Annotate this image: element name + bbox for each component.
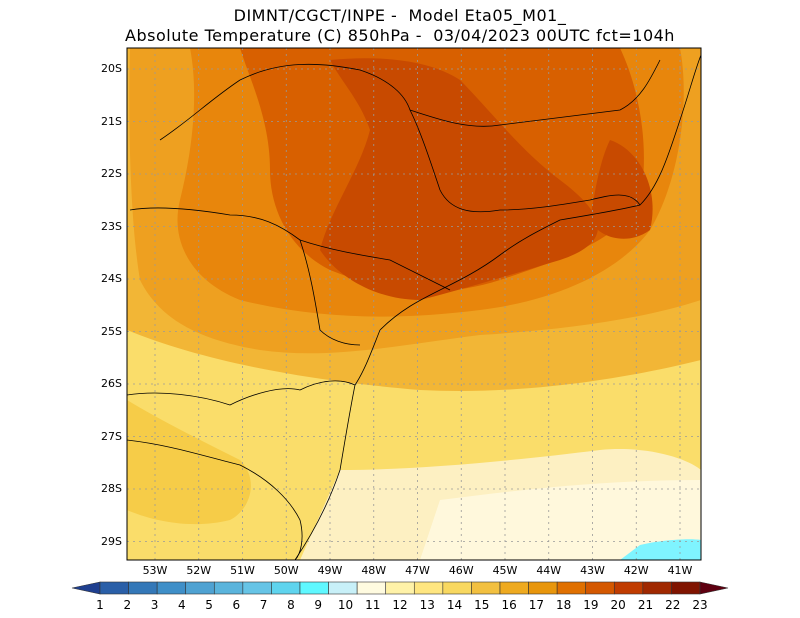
colorbar-swatch xyxy=(471,581,501,595)
lat-tick-label: 27S xyxy=(101,429,122,443)
lat-tick-label: 24S xyxy=(101,272,122,285)
colorbar-tick-label: 12 xyxy=(392,598,408,612)
colorbar-tick-label: 9 xyxy=(314,598,322,612)
colorbar-tick-label: 16 xyxy=(501,598,517,612)
colorbar-tick-label: 14 xyxy=(446,598,463,612)
lat-tick-label: 22S xyxy=(101,167,122,180)
temperature-field xyxy=(127,48,701,560)
lon-tick-label: 47W xyxy=(405,564,430,577)
lon-tick-label: 45W xyxy=(492,564,518,577)
field-band-hot xyxy=(320,58,598,301)
colorbar-swatch xyxy=(213,581,244,595)
field-band-cyan xyxy=(620,539,701,560)
lat-tick-label: 25S xyxy=(101,324,122,338)
colorbar-swatch xyxy=(642,581,672,595)
colorbar-tick-label: 11 xyxy=(365,598,381,612)
colorbar-tick-label: 13 xyxy=(419,598,435,612)
colorbar-swatch xyxy=(271,581,301,595)
colorbar-tick-label: 20 xyxy=(610,598,626,612)
colorbar-swatch xyxy=(185,581,215,595)
colorbar-tick-label: 22 xyxy=(665,598,681,612)
colorbar-arrow-high xyxy=(699,581,729,595)
field-band-hot-east xyxy=(590,140,653,239)
colorbar-swatch xyxy=(156,581,187,595)
colorbar-swatch xyxy=(128,581,158,595)
colorbar-tick-label: 3 xyxy=(150,598,159,612)
colorbar-swatch xyxy=(413,581,444,595)
colorbar-swatch xyxy=(356,581,387,595)
field-band-lighter xyxy=(420,480,701,560)
lon-tick-label: 50W xyxy=(273,564,299,577)
colorbar-tick-label: 21 xyxy=(637,598,654,612)
colorbar xyxy=(71,581,729,595)
colorbar-swatch xyxy=(499,581,529,595)
colorbar-swatch xyxy=(385,581,415,595)
lat-tick-label: 23S xyxy=(101,219,122,233)
map-frame xyxy=(126,47,702,561)
colorbar-tick-label: 18 xyxy=(555,598,572,612)
lat-tick-label: 26S xyxy=(101,377,122,390)
colorbar-arrow-low xyxy=(71,581,101,595)
lon-tick-label: 52W xyxy=(186,564,212,577)
lon-tick-label: 48W xyxy=(361,564,387,577)
colorbar-tick-label: 8 xyxy=(287,598,295,612)
colorbar-tick-label: 2 xyxy=(123,598,132,612)
lon-tick-label: 41W xyxy=(667,564,693,577)
lat-tick-label: 20S xyxy=(101,62,122,75)
map-title-line2: Absolute Temperature (C) 850hPa - 03/04/… xyxy=(125,26,675,45)
colorbar-swatch xyxy=(328,581,358,595)
coastline-and-borders xyxy=(127,54,701,560)
colorbar-tick-label: 17 xyxy=(528,598,544,612)
lon-tick-label: 43W xyxy=(580,564,605,577)
colorbar-tick-label: 4 xyxy=(177,598,186,612)
colorbar-tick-label: 23 xyxy=(692,598,708,612)
lon-tick-label: 42W xyxy=(623,564,649,577)
colorbar-tick-label: 15 xyxy=(474,598,490,612)
lat-tick-label: 21S xyxy=(101,114,122,128)
lat-tick-label: 29S xyxy=(101,534,122,548)
colorbar-swatch xyxy=(242,581,272,595)
colorbar-tick-label: 10 xyxy=(337,598,354,612)
colorbar-swatch xyxy=(585,581,615,595)
colorbar-tick-label: 1 xyxy=(96,598,104,612)
colorbar-tick-label: 7 xyxy=(259,598,268,612)
lon-tick-label: 44W xyxy=(536,564,562,577)
colorbar-tick-label: 5 xyxy=(205,598,213,612)
map-title-line1: DIMNT/CGCT/INPE - Model Eta05_M01_ xyxy=(233,6,567,25)
colorbar-swatch xyxy=(299,581,329,595)
colorbar-tick-label: 6 xyxy=(232,598,241,612)
lon-tick-label: 51W xyxy=(230,564,255,577)
lon-tick-label: 46W xyxy=(448,564,474,577)
colorbar-swatch xyxy=(613,581,644,595)
graticule xyxy=(127,48,701,560)
colorbar-tick-label: 19 xyxy=(583,598,599,612)
field-band-cool-west xyxy=(127,400,251,525)
colorbar-swatch xyxy=(442,581,472,595)
lon-tick-label: 53W xyxy=(142,564,168,577)
colorbar-swatch xyxy=(528,581,558,595)
colorbar-swatch xyxy=(99,581,129,595)
lat-tick-label: 28S xyxy=(101,482,122,495)
colorbar-swatch xyxy=(556,581,587,595)
colorbar-swatch xyxy=(671,581,701,595)
lon-tick-label: 49W xyxy=(317,564,343,577)
